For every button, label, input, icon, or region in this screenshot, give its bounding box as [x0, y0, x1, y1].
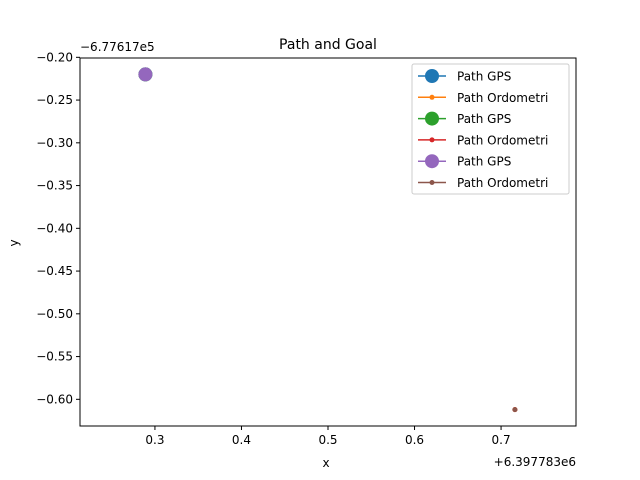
x-tick-label: 0.4 — [232, 433, 251, 447]
y-tick-label: −0.55 — [36, 350, 73, 364]
legend-marker — [425, 69, 439, 83]
legend-label: Path GPS — [457, 155, 511, 169]
legend-label: Path Ordometri — [457, 91, 548, 105]
y-tick-label: −0.50 — [36, 307, 73, 321]
y-offset-label: −6.77617e5 — [80, 40, 155, 54]
legend-item: Path Ordometri — [418, 176, 548, 190]
y-tick-label: −0.35 — [36, 179, 73, 193]
legend-marker — [429, 94, 435, 100]
y-tick-label: −0.45 — [36, 264, 73, 278]
plot-area — [138, 67, 518, 413]
legend-marker — [425, 154, 439, 169]
y-tick-label: −0.30 — [36, 136, 73, 150]
x-tick-label: 0.7 — [492, 433, 511, 447]
chart-title: Path and Goal — [279, 37, 377, 53]
legend-marker — [429, 137, 435, 143]
y-tick-label: −0.40 — [36, 221, 73, 235]
axis-ticks: 0.3 0.4 0.5 0.6 0.7 −0.20 −0.25 −0.30 −0.35 −0.40… — [36, 50, 510, 447]
legend-item: Path GPS — [418, 154, 511, 169]
data-point — [138, 67, 153, 82]
y-axis-label: y — [7, 239, 21, 246]
x-axis-label: x — [322, 456, 329, 470]
legend-marker — [425, 111, 439, 126]
y-tick-label: −0.20 — [36, 50, 73, 64]
legend-label: Path GPS — [457, 112, 511, 126]
x-tick-label: 0.5 — [318, 433, 337, 447]
y-tick-label: −0.60 — [36, 392, 73, 406]
legend-label: Path Ordometri — [457, 176, 548, 190]
legend-item: Path GPS — [418, 111, 511, 126]
data-point — [512, 407, 518, 413]
series-6 — [512, 407, 518, 413]
legend: Path GPS Path Ordometri Path GPS Path Ordom… — [411, 63, 570, 195]
legend-frame — [411, 63, 570, 195]
legend-label: Path Ordometri — [457, 133, 548, 147]
plot-frame — [79, 57, 577, 427]
legend-marker — [429, 180, 435, 185]
x-offset-label: +6.397783e6 — [494, 455, 576, 469]
legend-item: Path Ordometri — [418, 133, 548, 147]
x-tick-label: 0.3 — [145, 433, 164, 447]
legend-label: Path GPS — [457, 70, 511, 84]
x-tick-label: 0.6 — [405, 433, 424, 447]
legend-item: Path Ordometri — [418, 91, 548, 105]
legend-item: Path GPS — [418, 69, 511, 84]
series-5 — [138, 67, 153, 82]
y-tick-label: −0.25 — [36, 93, 73, 107]
